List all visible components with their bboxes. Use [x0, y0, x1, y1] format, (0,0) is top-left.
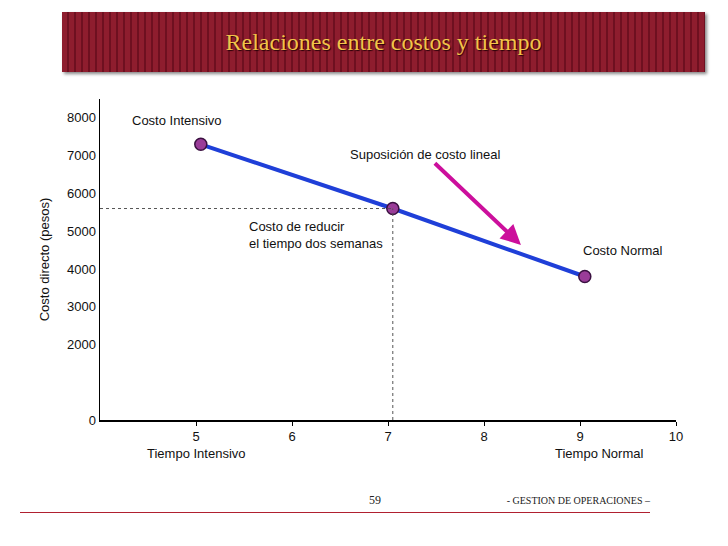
svg-text:8000: 8000	[67, 110, 96, 125]
svg-text:6000: 6000	[67, 186, 96, 201]
svg-text:Suposición de costo lineal: Suposición de costo lineal	[350, 147, 500, 162]
html-text:- GESTION DE OPERACIONES –: - GESTION DE OPERACIONES –	[506, 495, 650, 506]
svg-text:3000: 3000	[67, 299, 96, 314]
html-text:Relaciones entre costos y tiem: Relaciones entre costos y tiempo	[225, 28, 542, 55]
svg-text:Costo directo (pesos): Costo directo (pesos)	[37, 198, 52, 322]
svg-text:Costo Normal: Costo Normal	[583, 243, 663, 258]
svg-text:9: 9	[576, 429, 583, 444]
html-text:59: 59	[369, 493, 381, 507]
svg-text:4000: 4000	[67, 261, 96, 276]
svg-text:5: 5	[192, 429, 199, 444]
svg-text:7: 7	[384, 429, 391, 444]
svg-text:Costo Intensivo: Costo Intensivo	[132, 113, 222, 128]
svg-text:0: 0	[89, 413, 96, 428]
svg-text:5000: 5000	[67, 224, 96, 239]
svg-text:6: 6	[288, 429, 295, 444]
svg-text:8: 8	[480, 429, 487, 444]
svg-text:7000: 7000	[67, 148, 96, 163]
svg-text:2000: 2000	[67, 337, 96, 352]
svg-text:Tiempo Normal: Tiempo Normal	[555, 446, 643, 461]
svg-text:10: 10	[669, 429, 683, 444]
svg-text:Tiempo Intensivo: Tiempo Intensivo	[147, 446, 246, 461]
svg-text:Costo de reducirel tiempo dos: Costo de reducirel tiempo dos semanas	[249, 219, 383, 251]
